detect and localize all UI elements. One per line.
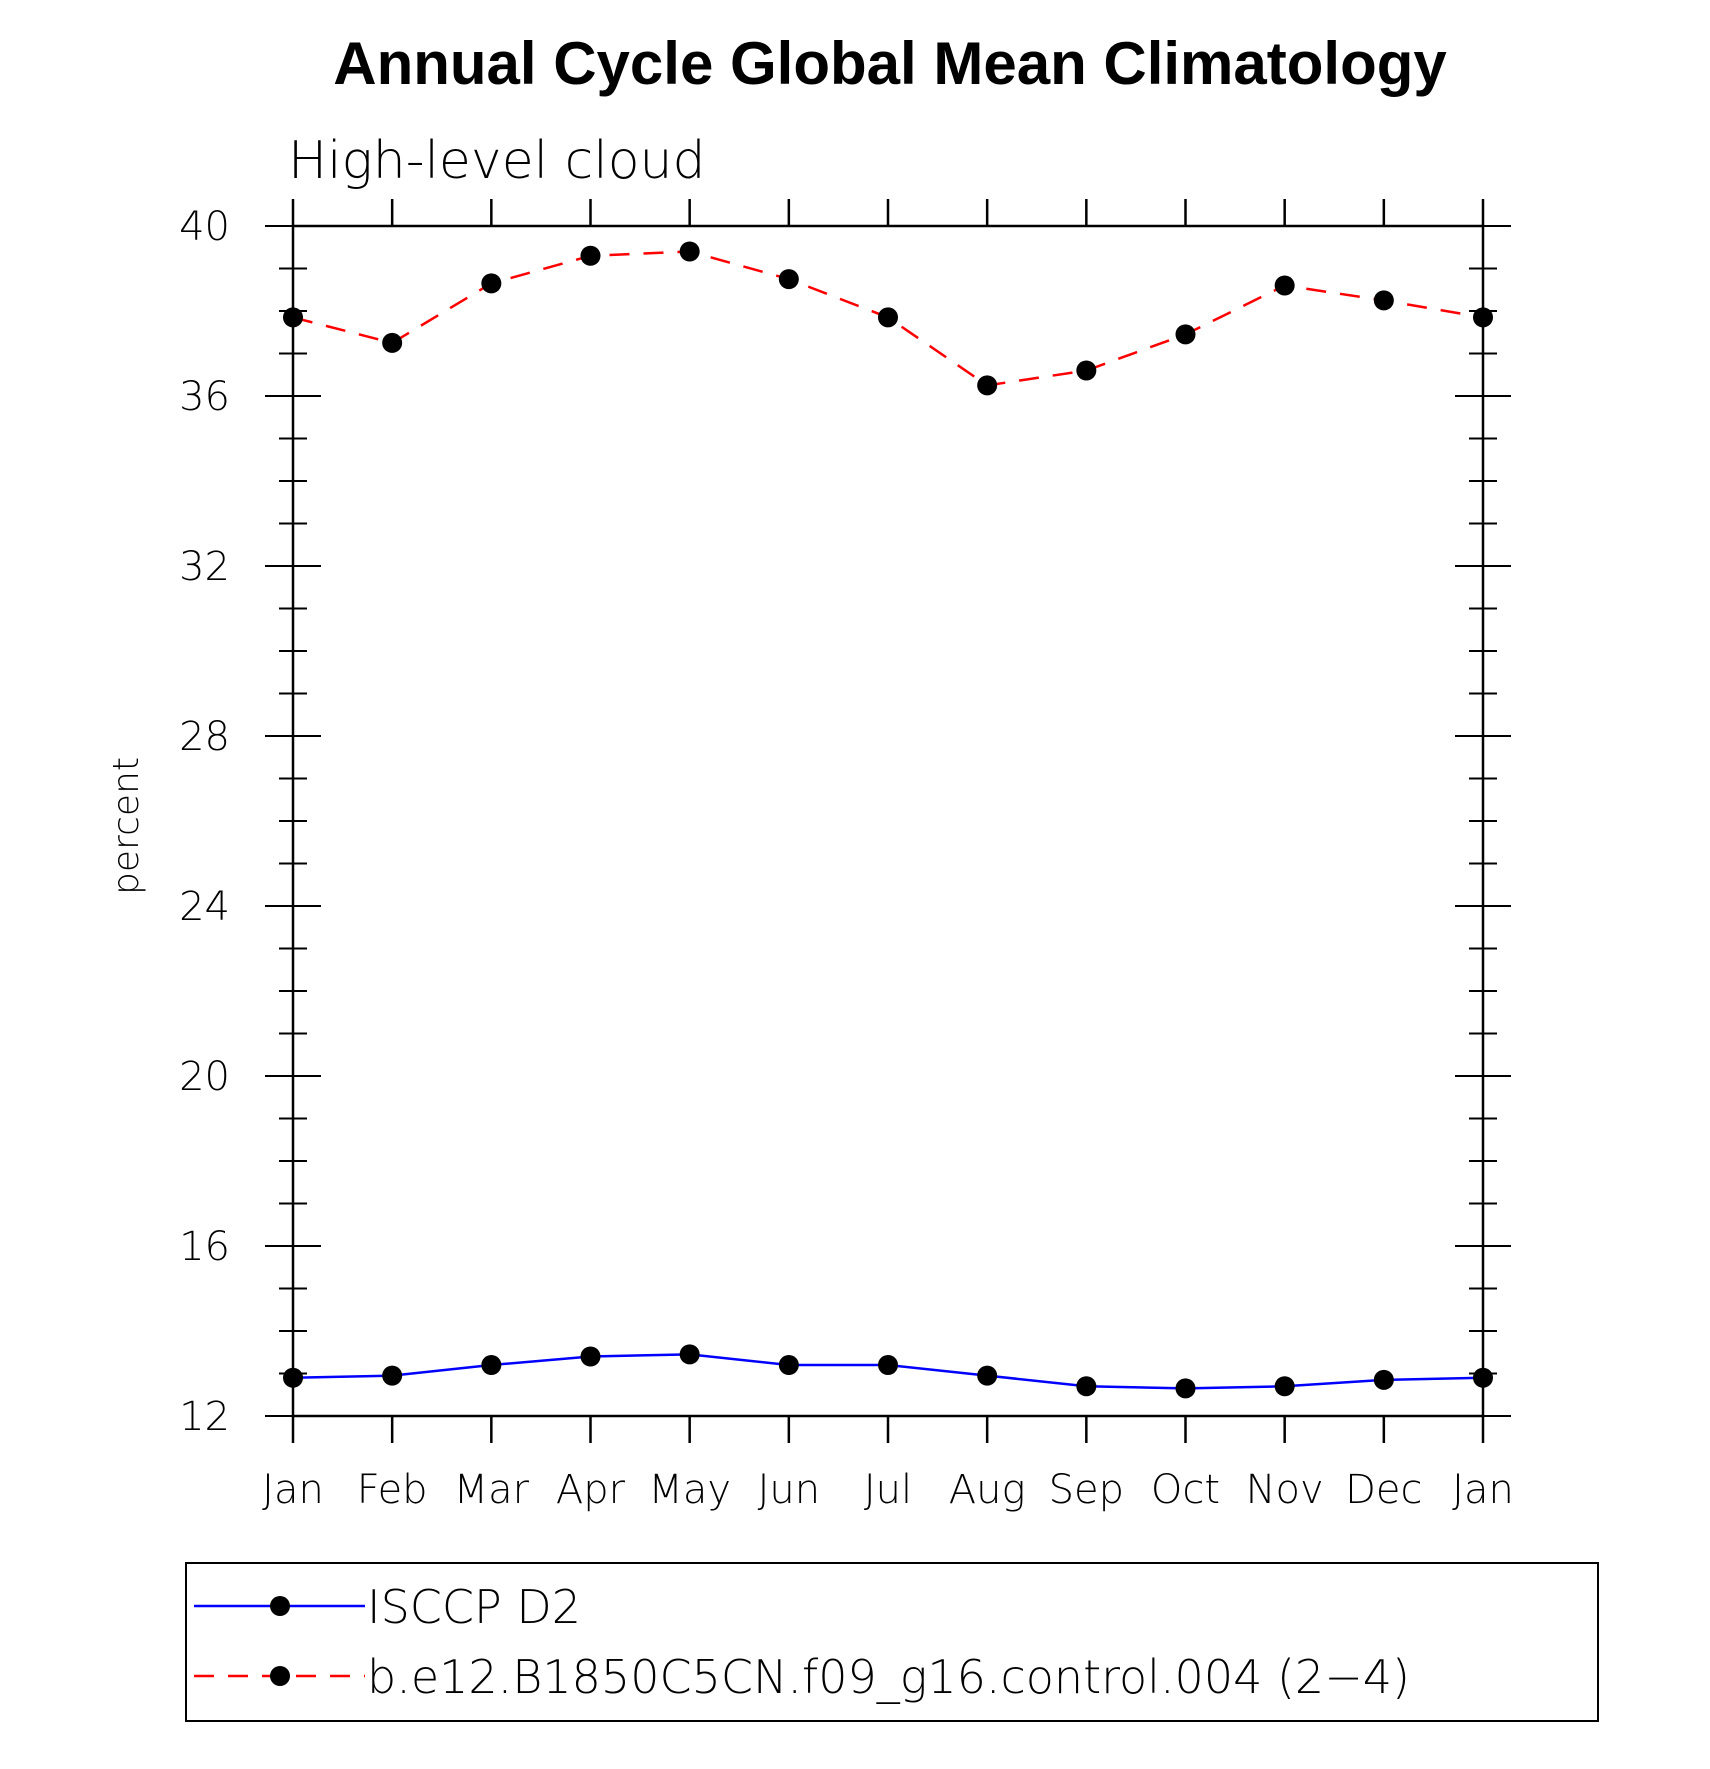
data-point (1175, 1378, 1196, 1399)
x-tick-label: Aug (949, 1467, 1026, 1513)
data-point (679, 1344, 700, 1365)
data-point (977, 375, 998, 396)
x-tick-label: Jan (262, 1467, 324, 1513)
y-tick-label: 40 (179, 204, 230, 250)
data-point (481, 1355, 502, 1375)
y-tick-label: 16 (179, 1224, 230, 1270)
data-point (283, 307, 303, 328)
data-point (878, 1355, 898, 1375)
x-tick-label: May (648, 1467, 731, 1513)
data-point (977, 1365, 998, 1386)
y-axis-label: percent (106, 757, 147, 895)
y-tick-label: 12 (179, 1394, 230, 1440)
legend-marker-model (270, 1666, 290, 1686)
chart-title: Annual Cycle Global Mean Climatology (333, 30, 1447, 97)
data-point (778, 1355, 799, 1375)
data-point (1373, 1369, 1394, 1390)
legend-label-model: b.e12.B1850C5CN.f09_g16.control.004 (2−4… (367, 1650, 1410, 1704)
data-point (481, 273, 502, 294)
x-tick-label: Mar (454, 1467, 530, 1513)
legend-label-isccp: ISCCP D2 (367, 1580, 581, 1634)
x-tick-label: Jul (864, 1467, 912, 1513)
data-point (1473, 1367, 1493, 1388)
y-tick-label: 24 (179, 884, 230, 930)
plot-frame (291, 224, 1485, 1418)
x-tick-label: Jun (758, 1467, 821, 1513)
y-tick-label: 20 (179, 1054, 230, 1100)
x-tick-label: Nov (1246, 1467, 1324, 1513)
data-point (1373, 290, 1394, 311)
data-point (1274, 275, 1295, 296)
data-point (878, 307, 898, 328)
y-tick-label: 28 (179, 714, 230, 760)
x-tick-label: Apr (556, 1467, 626, 1513)
x-tick-label: Sep (1049, 1467, 1124, 1513)
y-tick-label: 32 (179, 544, 230, 590)
legend-marker-isccp (270, 1596, 290, 1616)
x-tick-label: Dec (1345, 1467, 1422, 1513)
data-point (1473, 307, 1493, 328)
data-point (580, 245, 601, 266)
data-point (1076, 1376, 1097, 1397)
data-point (382, 332, 403, 353)
x-tick-label: Feb (357, 1467, 428, 1513)
data-point (580, 1346, 601, 1367)
data-point (679, 241, 700, 262)
legend: ISCCP D2 b.e12.B1850C5CN.f09_g16.control… (185, 1562, 1599, 1722)
series-layer (283, 241, 1493, 1399)
data-point (1076, 360, 1097, 381)
chart-subtitle: High-level cloud (288, 131, 705, 191)
legend-box (185, 1562, 1599, 1722)
data-point (283, 1367, 303, 1388)
data-point (1175, 324, 1196, 345)
data-point (1274, 1376, 1295, 1397)
data-point (778, 269, 799, 290)
x-tick-label: Jan (1452, 1467, 1514, 1513)
data-point (382, 1365, 403, 1386)
x-tick-label: Oct (1151, 1467, 1220, 1513)
plot-axes: Jan Feb Mar Apr May Jun Jul Aug Sep Oct Nov Dec Jan 1… (179, 199, 1514, 1513)
y-tick-label: 36 (179, 374, 230, 420)
